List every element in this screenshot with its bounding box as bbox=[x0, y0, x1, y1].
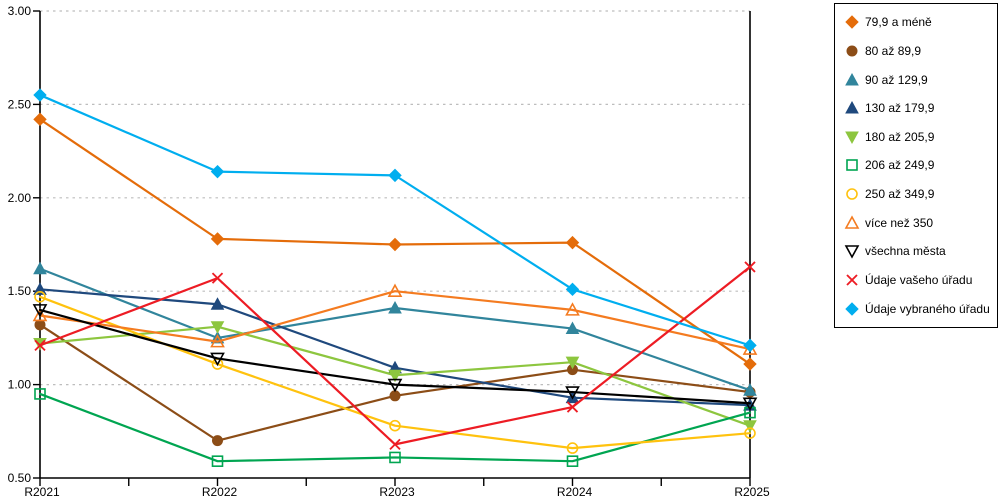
series-2 bbox=[33, 261, 757, 396]
x-icon bbox=[846, 274, 858, 286]
legend-item-label: 250 až 349,9 bbox=[865, 187, 935, 202]
x-tick-label: R2025 bbox=[734, 485, 770, 499]
legend-item-label: 90 až 129,9 bbox=[865, 72, 928, 87]
y-tick-label: 2.50 bbox=[8, 97, 32, 111]
legend-item: 250 až 349,9 bbox=[844, 186, 993, 202]
legend-item-label: 130 až 179,9 bbox=[865, 101, 935, 116]
triangle-up-icon bbox=[845, 72, 859, 86]
y-tick-label: 1.50 bbox=[8, 284, 32, 298]
x-tick-label: R2022 bbox=[202, 485, 238, 499]
triangle-up-icon bbox=[845, 101, 859, 114]
gridlines bbox=[40, 10, 750, 386]
series-7 bbox=[32, 283, 758, 355]
y-tick-label: 3.00 bbox=[8, 4, 32, 18]
x-tick-label: R2023 bbox=[379, 485, 415, 499]
triangle-down-icon bbox=[845, 131, 859, 144]
y-tick-label: 1.00 bbox=[8, 378, 32, 392]
legend-item: 180 až 205,9 bbox=[844, 129, 993, 145]
legend-item: Údaje vybraného úřadu bbox=[844, 301, 993, 317]
x-axis-ticks: R2021 R2022 R2023 R2024 R2025 bbox=[24, 478, 770, 499]
circle-icon bbox=[846, 188, 858, 200]
legend-item-label: 79,9 a méně bbox=[865, 15, 932, 30]
y-tick-label: 2.00 bbox=[8, 191, 32, 205]
circle-icon bbox=[846, 45, 858, 57]
legend-item: Údaje vašeho úřadu bbox=[844, 272, 993, 288]
y-axis-ticks: 0.50 1.00 1.50 2.00 2.50 3.00 bbox=[8, 4, 40, 485]
triangle-down-icon bbox=[844, 245, 860, 259]
legend-item-label: Údaje vašeho úřadu bbox=[865, 272, 973, 287]
legend-item-label: všechna města bbox=[865, 244, 946, 259]
diamond-icon bbox=[845, 15, 859, 30]
legend-item: 90 až 129,9 bbox=[844, 72, 993, 88]
legend-item-label: 80 až 89,9 bbox=[865, 43, 922, 58]
x-tick-label: R2024 bbox=[557, 485, 593, 499]
legend-item: 80 až 89,9 bbox=[844, 43, 993, 59]
x-tick-label: R2021 bbox=[24, 485, 60, 499]
legend-item-label: Údaje vybraného úřadu bbox=[865, 301, 990, 316]
triangle-up-icon bbox=[844, 215, 860, 229]
legend-item: více než 350 bbox=[844, 215, 993, 231]
series-9 bbox=[34, 261, 756, 451]
y-tick-label: 0.50 bbox=[8, 471, 32, 485]
legend-item-label: více než 350 bbox=[865, 215, 934, 230]
chart-legend: 79,9 a méně 80 až 89,9 90 až 129,9 130 až 1… bbox=[834, 3, 998, 328]
series-8 bbox=[32, 304, 758, 411]
square-icon bbox=[846, 159, 858, 172]
legend-item: 206 až 249,9 bbox=[844, 157, 993, 173]
legend-item: všechna města bbox=[844, 243, 993, 259]
series-5 bbox=[34, 388, 756, 467]
legend-item-label: 180 až 205,9 bbox=[865, 129, 935, 144]
diamond-icon bbox=[845, 301, 859, 316]
legend-item-label: 206 až 249,9 bbox=[865, 158, 935, 173]
series-0 bbox=[33, 112, 757, 371]
series-10 bbox=[33, 88, 757, 353]
legend-item: 130 až 179,9 bbox=[844, 100, 993, 116]
legend-item: 79,9 a méně bbox=[844, 14, 993, 30]
